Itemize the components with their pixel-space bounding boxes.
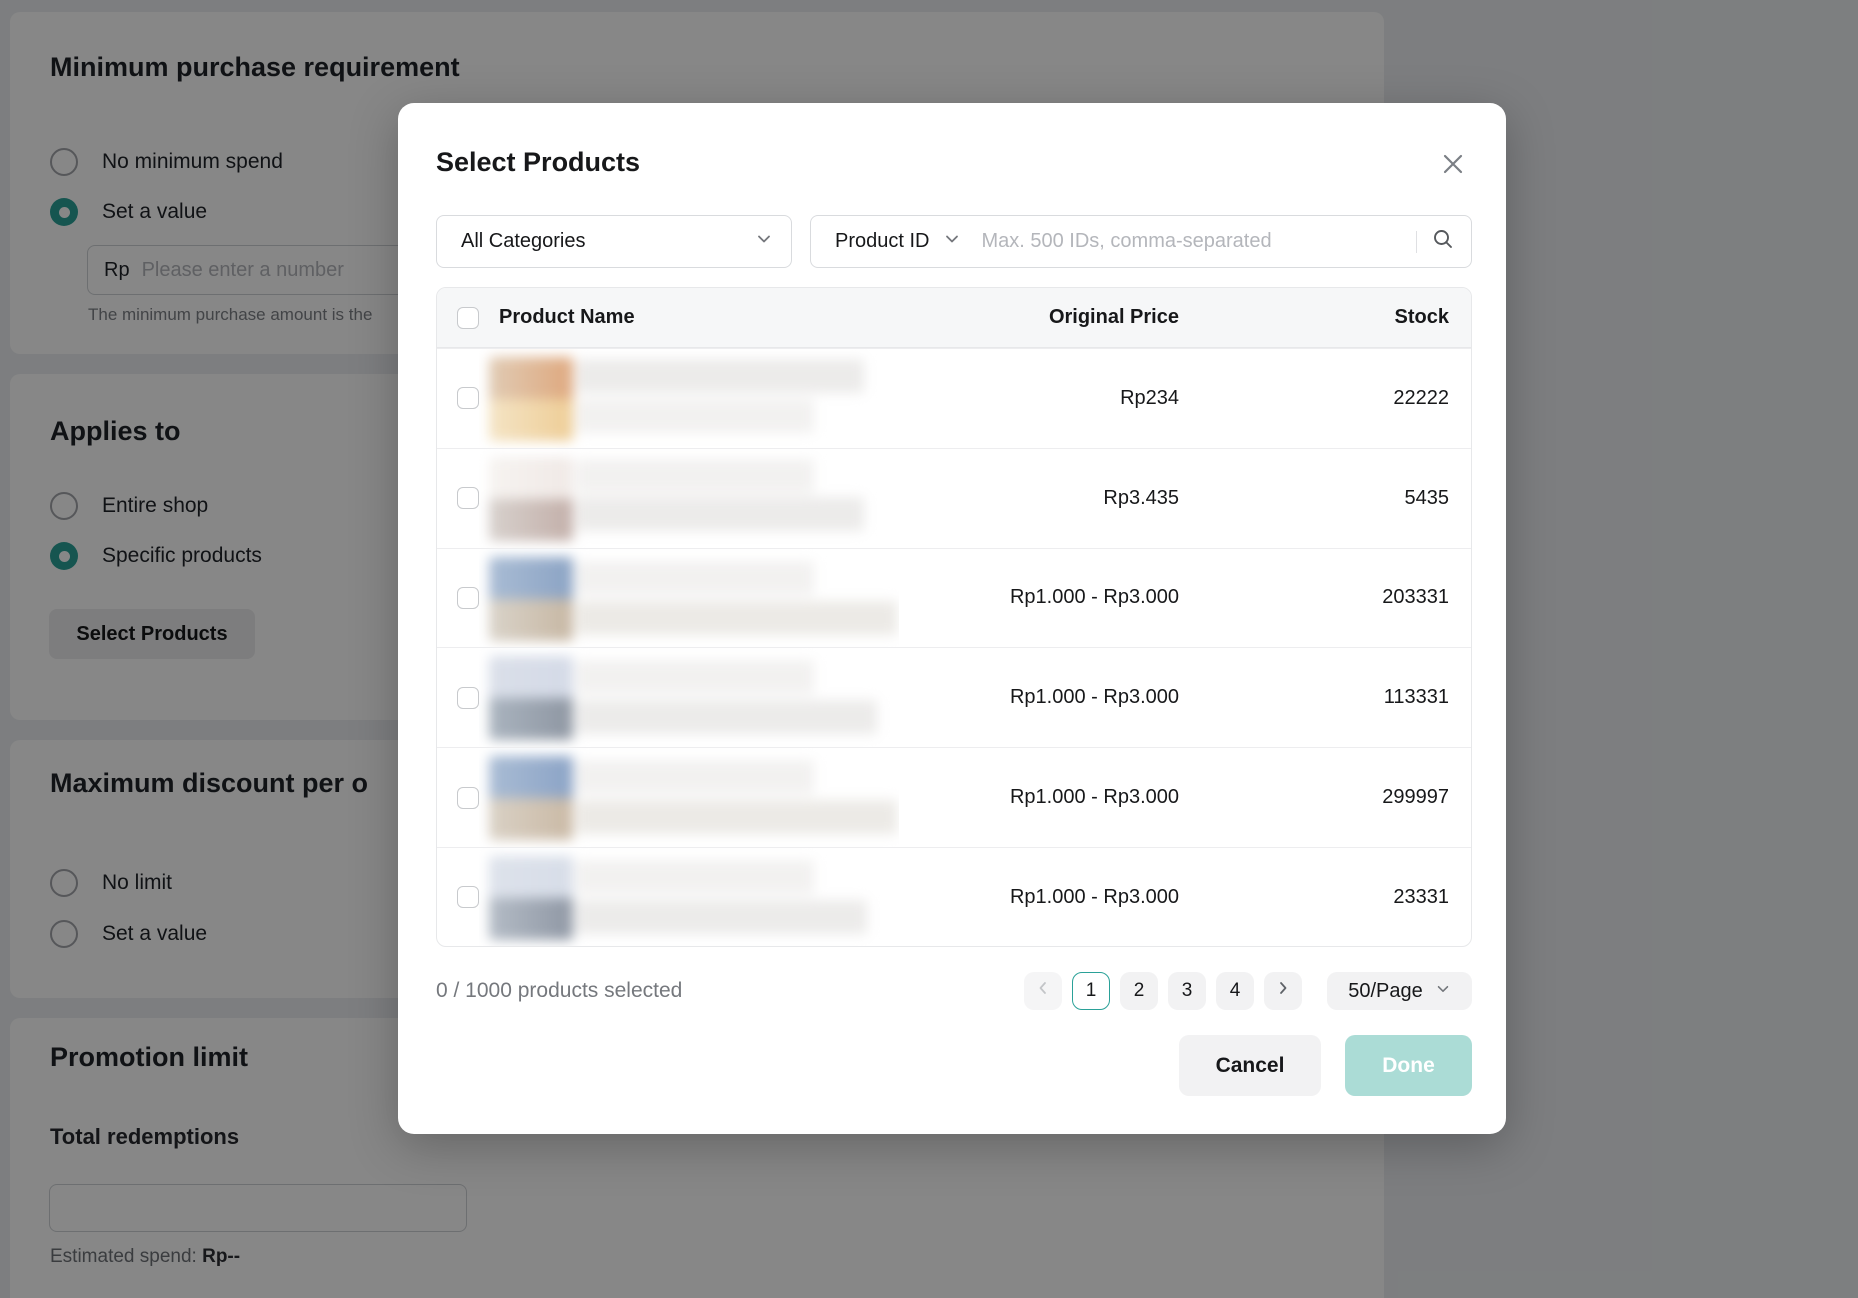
- estimated-spend-value: Rp--: [202, 1246, 241, 1267]
- row-checkbox[interactable]: [457, 387, 479, 410]
- table-row: Rp3.435 5435: [437, 447, 1471, 548]
- search-type-value: Product ID: [835, 230, 930, 252]
- total-redemptions-input[interactable]: [49, 1184, 467, 1232]
- divider: [1416, 230, 1417, 253]
- product-cell-blurred: [479, 748, 899, 847]
- original-price: Rp3.435: [1103, 486, 1179, 509]
- radio-entire-shop[interactable]: Entire shop: [50, 491, 208, 521]
- product-thumbnail: [489, 556, 573, 641]
- row-checkbox[interactable]: [457, 487, 479, 510]
- radio-specific-products[interactable]: Specific products: [50, 541, 262, 571]
- radio-no-minimum-spend[interactable]: No minimum spend: [50, 147, 283, 177]
- stock-value: 23331: [1393, 885, 1449, 908]
- original-price: Rp234: [1120, 386, 1179, 409]
- product-cell-blurred: [479, 349, 899, 448]
- estimated-spend-label: Estimated spend:: [50, 1246, 197, 1267]
- product-cell-blurred: [479, 848, 899, 946]
- radio-set-a-value[interactable]: Set a value: [50, 197, 207, 227]
- original-price: Rp1.000 - Rp3.000: [1009, 586, 1179, 609]
- search-input[interactable]: Max. 500 IDs, comma-separated: [981, 230, 1272, 252]
- total-redemptions-label: Total redemptions: [50, 1124, 240, 1149]
- products-table: Product Name Original Price Stock Rp234 …: [436, 287, 1472, 947]
- radio-circle[interactable]: [50, 869, 78, 897]
- radio-no-limit[interactable]: No limit: [50, 868, 172, 898]
- original-price: Rp1.000 - Rp3.000: [1009, 686, 1179, 709]
- select-all-checkbox[interactable]: [457, 306, 479, 329]
- product-thumbnail: [489, 456, 573, 541]
- table-row: Rp1.000 - Rp3.000 23331: [437, 846, 1471, 946]
- radio-set-a-value-discount[interactable]: Set a value: [50, 919, 207, 949]
- product-thumbnail: [489, 357, 573, 441]
- column-stock: Stock: [1394, 306, 1449, 328]
- original-price: Rp1.000 - Rp3.000: [1009, 885, 1179, 908]
- radio-circle[interactable]: [50, 492, 78, 520]
- product-thumbnail: [489, 656, 573, 741]
- select-products-button[interactable]: Select Products: [49, 609, 255, 659]
- row-checkbox[interactable]: [457, 586, 479, 609]
- radio-circle-selected[interactable]: [50, 542, 78, 570]
- row-checkbox[interactable]: [457, 686, 479, 709]
- close-icon[interactable]: [1440, 151, 1466, 177]
- section-title-maximum-discount: Maximum discount per o: [50, 768, 369, 798]
- minimum-amount-helper: The minimum purchase amount is the: [88, 305, 373, 324]
- column-original-price: Original Price: [1048, 306, 1179, 328]
- chevron-left-icon: [1035, 980, 1051, 1002]
- table-row: Rp1.000 - Rp3.000 299997: [437, 747, 1471, 847]
- table-header: Product Name Original Price Stock: [437, 288, 1471, 348]
- radio-circle[interactable]: [50, 920, 78, 948]
- search-icon[interactable]: [1431, 227, 1455, 256]
- product-cell-blurred: [479, 449, 899, 548]
- currency-prefix: Rp: [104, 258, 130, 281]
- minimum-amount-input[interactable]: Rp Please enter a number: [87, 245, 408, 295]
- search-box[interactable]: Product ID Max. 500 IDs, comma-separated: [810, 215, 1472, 268]
- product-thumbnail: [489, 756, 573, 841]
- page-size-select[interactable]: 50/Page: [1327, 972, 1472, 1010]
- table-row: Rp1.000 - Rp3.000 203331: [437, 547, 1471, 648]
- search-type-select[interactable]: Product ID: [811, 216, 981, 267]
- section-title-minimum-purchase: Minimum purchase requirement: [50, 52, 460, 82]
- stock-value: 5435: [1404, 486, 1450, 509]
- chevron-down-icon: [943, 230, 961, 253]
- stock-value: 299997: [1382, 786, 1449, 809]
- original-price: Rp1.000 - Rp3.000: [1009, 786, 1179, 809]
- row-checkbox[interactable]: [457, 886, 479, 909]
- stock-value: 203331: [1382, 586, 1449, 609]
- pagination-page-4[interactable]: 4: [1216, 972, 1254, 1010]
- table-row: Rp234 22222: [437, 348, 1471, 448]
- stock-value: 22222: [1393, 386, 1449, 409]
- select-products-modal: Select Products All Categories Product I…: [398, 103, 1506, 1134]
- category-select-value: All Categories: [461, 230, 586, 252]
- cancel-button[interactable]: Cancel: [1179, 1035, 1321, 1096]
- page-size-value: 50/Page: [1348, 979, 1423, 1002]
- selection-summary: 0 / 1000 products selected: [436, 979, 683, 1002]
- radio-circle-selected[interactable]: [50, 198, 78, 226]
- amount-placeholder: Please enter a number: [141, 258, 344, 281]
- stock-value: 113331: [1383, 686, 1449, 709]
- pagination-prev-button[interactable]: [1024, 972, 1062, 1010]
- done-button[interactable]: Done: [1345, 1035, 1472, 1096]
- category-select[interactable]: All Categories: [436, 215, 792, 268]
- modal-title: Select Products: [436, 147, 641, 177]
- row-checkbox[interactable]: [457, 786, 479, 809]
- chevron-down-icon: [1435, 980, 1451, 1003]
- table-row: Rp1.000 - Rp3.000 113331: [437, 647, 1471, 747]
- chevron-down-icon: [755, 230, 773, 253]
- product-thumbnail: [489, 855, 573, 940]
- pagination-page-3[interactable]: 3: [1168, 972, 1206, 1010]
- section-title-applies-to: Applies to: [50, 416, 181, 446]
- product-cell-blurred: [479, 648, 899, 747]
- pagination-page-1[interactable]: 1: [1072, 972, 1110, 1010]
- section-title-promotion-limit: Promotion limit: [50, 1042, 248, 1072]
- product-cell-blurred: [479, 549, 899, 648]
- pagination-next-button[interactable]: [1264, 972, 1302, 1010]
- chevron-right-icon: [1275, 980, 1291, 1002]
- column-product-name: Product Name: [499, 306, 635, 328]
- radio-circle[interactable]: [50, 148, 78, 176]
- pagination-page-2[interactable]: 2: [1120, 972, 1158, 1010]
- estimated-spend: Estimated spend: Rp--: [50, 1246, 240, 1268]
